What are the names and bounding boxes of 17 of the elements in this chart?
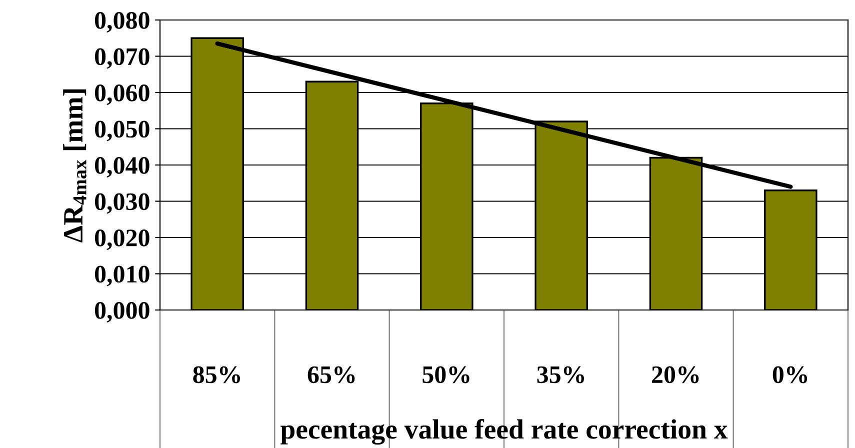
x-axis-title: pecentage value feed rate correction x [280, 418, 728, 445]
y-tick-label: 0,080 [94, 12, 150, 33]
x-tick-label: 20% [652, 366, 699, 384]
y-tick-label: 0,070 [94, 48, 150, 69]
y-tick-label: 0,050 [94, 120, 150, 142]
x-tick-label: 35% [537, 366, 584, 384]
y-tick-label: 0,000 [94, 302, 150, 323]
x-tick-label: 65% [308, 366, 355, 384]
y-tick-label: 0,040 [94, 157, 150, 178]
y-tick-label: 0,060 [94, 84, 150, 106]
y-axis-title: ΔR$_{4max}$ [mm] [63, 89, 86, 242]
x-tick-label: 0% [772, 366, 808, 384]
x-tick-label: 85% [193, 366, 240, 384]
y-tick-label: 0,030 [94, 193, 150, 214]
y-tick-label: 0,010 [94, 266, 150, 286]
x-tick-label: 50% [422, 366, 470, 384]
y-tick-label: 0,020 [94, 230, 150, 250]
